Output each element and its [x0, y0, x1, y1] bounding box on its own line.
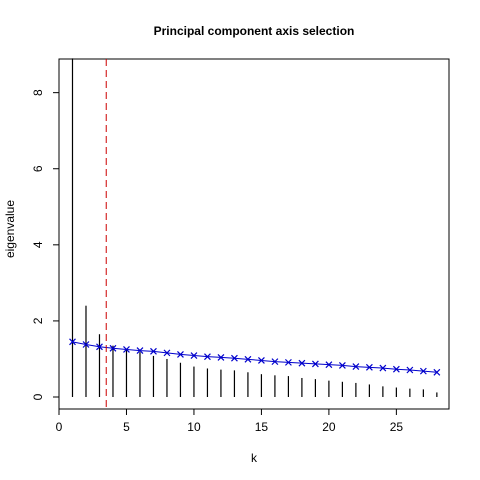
x-tick-label: 0	[56, 420, 63, 434]
y-tick-label: 8	[31, 89, 45, 96]
y-tick-label: 0	[31, 393, 45, 400]
reference-point	[433, 368, 441, 376]
reference-line	[72, 341, 437, 373]
reference-point	[298, 359, 306, 367]
reference-point	[352, 363, 360, 370]
y-tick-label: 6	[31, 165, 45, 172]
reference-point	[379, 364, 387, 372]
reference-point	[244, 355, 252, 363]
chart-title: Principal component axis selection	[154, 24, 355, 38]
reference-point	[136, 347, 144, 355]
reference-point	[69, 338, 76, 346]
reference-point	[82, 341, 90, 348]
x-axis-label: k	[251, 451, 258, 465]
reference-point	[325, 361, 333, 369]
reference-point	[365, 363, 373, 371]
reference-point	[177, 350, 184, 358]
reference-point	[271, 358, 279, 366]
reference-point	[190, 352, 198, 359]
y-axis-label: eigenvalue	[3, 200, 17, 258]
reference-point	[284, 358, 292, 366]
reference-point	[96, 343, 103, 351]
reference-point	[257, 357, 265, 364]
y-tick-label: 4	[31, 241, 45, 248]
reference-point	[217, 354, 225, 361]
reference-point	[231, 354, 238, 362]
y-tick-label: 2	[31, 317, 45, 324]
plot-layer: 0 5 10 15 20 25 0 2 4 6 8	[31, 58, 441, 434]
reference-point	[109, 344, 117, 352]
reference-point	[150, 347, 157, 355]
reference-point	[406, 366, 414, 374]
reference-point	[311, 360, 319, 368]
reference-point	[163, 349, 171, 357]
reference-point	[392, 365, 400, 373]
x-tick-label: 20	[322, 420, 336, 434]
reference-point	[338, 361, 346, 369]
x-tick-label: 15	[255, 420, 269, 434]
x-tick-label: 25	[390, 420, 404, 434]
x-tick-label: 10	[187, 420, 201, 434]
reference-point	[123, 346, 130, 353]
reference-point	[204, 353, 211, 361]
plot-frame	[58, 58, 450, 410]
x-tick-label: 5	[123, 420, 130, 434]
reference-point	[419, 367, 427, 375]
